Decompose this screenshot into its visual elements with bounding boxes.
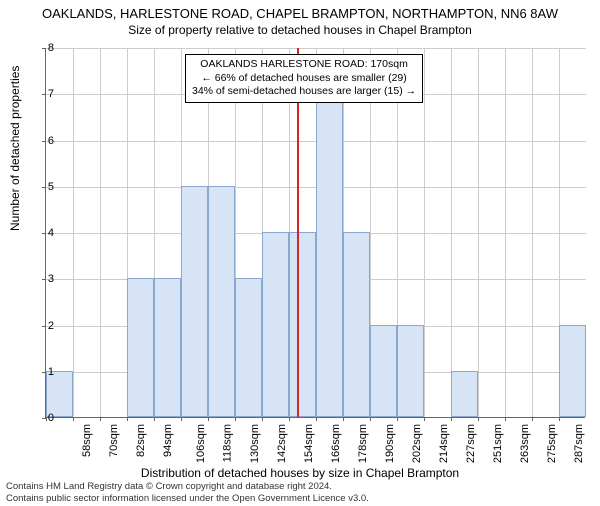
y-axis-title: Number of detached properties (8, 66, 22, 231)
footer: Contains HM Land Registry data © Crown c… (6, 481, 369, 504)
x-tick-mark (343, 417, 344, 421)
marker-line (297, 48, 299, 418)
plot-area (45, 48, 585, 418)
x-tick-label: 178sqm (357, 424, 369, 463)
x-tick-label: 251sqm (492, 424, 504, 463)
histogram-bar (262, 232, 289, 417)
x-tick-mark (154, 417, 155, 421)
x-tick-label: 275sqm (546, 424, 558, 463)
x-tick-label: 227sqm (465, 424, 477, 463)
annotation-box: OAKLANDS HARLESTONE ROAD: 170sqm ← 66% o… (185, 54, 423, 103)
x-tick-mark (505, 417, 506, 421)
histogram-bar (397, 325, 424, 418)
x-tick-label: 58sqm (81, 424, 93, 457)
x-tick-label: 154sqm (303, 424, 315, 463)
x-tick-mark (559, 417, 560, 421)
x-tick-label: 130sqm (249, 424, 261, 463)
footer-line2: Contains public sector information licen… (6, 493, 369, 504)
x-tick-label: 94sqm (162, 424, 174, 457)
grid-line-v (100, 48, 101, 418)
histogram-bar (370, 325, 397, 418)
x-tick-label: 190sqm (384, 424, 396, 463)
y-tick-label: 2 (24, 320, 54, 332)
grid-line-v (451, 48, 452, 418)
x-tick-label: 82sqm (135, 424, 147, 457)
histogram-chart: OAKLANDS HARLESTONE ROAD: 170sqm ← 66% o… (45, 48, 585, 418)
x-tick-mark (127, 417, 128, 421)
x-tick-mark (235, 417, 236, 421)
x-tick-mark (316, 417, 317, 421)
x-axis-title: Distribution of detached houses by size … (0, 466, 600, 480)
y-tick-label: 8 (24, 42, 54, 54)
y-tick-label: 3 (24, 273, 54, 285)
x-tick-mark (289, 417, 290, 421)
y-tick-label: 5 (24, 181, 54, 193)
x-tick-mark (100, 417, 101, 421)
x-tick-label: 118sqm (221, 424, 233, 462)
histogram-bar (127, 278, 154, 417)
footer-line1: Contains HM Land Registry data © Crown c… (6, 481, 369, 492)
grid-line-v (424, 48, 425, 418)
grid-line-v (73, 48, 74, 418)
x-tick-mark (370, 417, 371, 421)
histogram-bar (154, 278, 181, 417)
x-tick-label: 287sqm (573, 424, 585, 463)
histogram-bar (181, 186, 208, 417)
x-tick-mark (262, 417, 263, 421)
grid-line-v (478, 48, 479, 418)
histogram-bar (343, 232, 370, 417)
x-tick-label: 70sqm (108, 424, 120, 457)
page-subtitle: Size of property relative to detached ho… (0, 23, 600, 37)
x-tick-label: 214sqm (438, 424, 450, 463)
page-title: OAKLANDS, HARLESTONE ROAD, CHAPEL BRAMPT… (0, 6, 600, 21)
x-tick-mark (532, 417, 533, 421)
x-tick-label: 202sqm (411, 424, 423, 463)
annotation-line3: 34% of semi-detached houses are larger (… (192, 85, 416, 99)
x-tick-label: 106sqm (195, 424, 207, 463)
annotation-line1: OAKLANDS HARLESTONE ROAD: 170sqm (192, 58, 416, 72)
histogram-bar (316, 93, 343, 417)
y-tick-label: 0 (24, 412, 54, 424)
annotation-line2: ← 66% of detached houses are smaller (29… (192, 72, 416, 86)
x-tick-label: 166sqm (330, 424, 342, 463)
y-tick-label: 4 (24, 227, 54, 239)
x-tick-mark (478, 417, 479, 421)
grid-line-v (505, 48, 506, 418)
x-tick-mark (424, 417, 425, 421)
histogram-bar (208, 186, 235, 417)
x-tick-mark (73, 417, 74, 421)
histogram-bar (559, 325, 586, 418)
x-tick-label: 142sqm (276, 424, 288, 463)
histogram-bar (235, 278, 262, 417)
histogram-bar (451, 371, 478, 417)
histogram-bar (289, 232, 316, 417)
y-tick-label: 6 (24, 135, 54, 147)
y-tick-label: 1 (24, 366, 54, 378)
x-tick-mark (208, 417, 209, 421)
y-tick-label: 7 (24, 88, 54, 100)
x-tick-mark (181, 417, 182, 421)
x-tick-mark (451, 417, 452, 421)
x-tick-mark (397, 417, 398, 421)
x-tick-label: 263sqm (519, 424, 531, 463)
grid-line-v (532, 48, 533, 418)
